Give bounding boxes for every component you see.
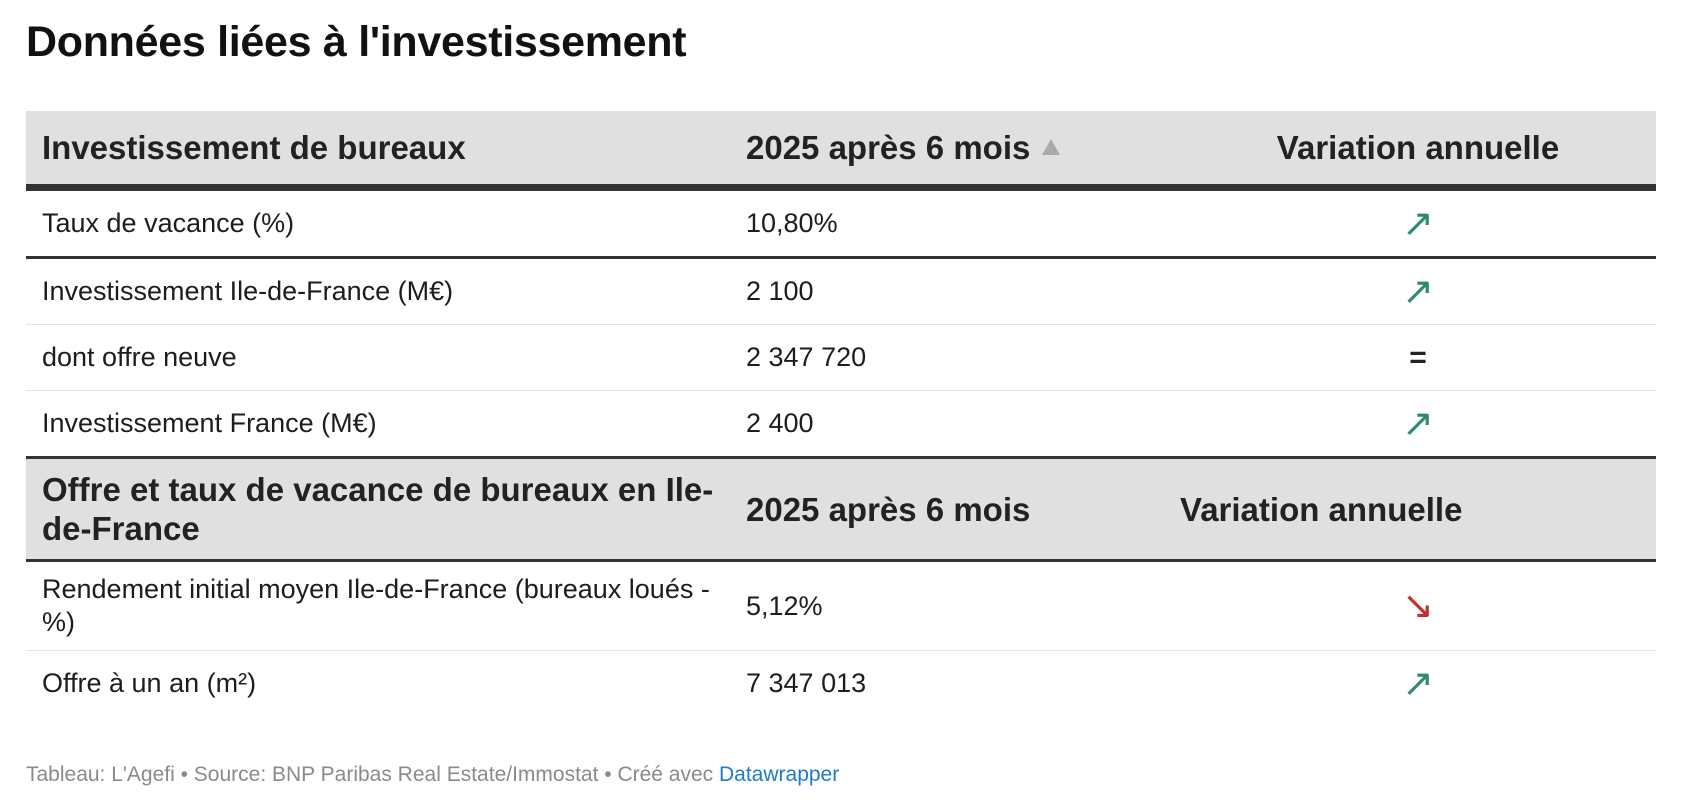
- trend-cell: ↗: [1180, 187, 1656, 259]
- source-footer: Tableau: L'Agefi • Source: BNP Paribas R…: [26, 763, 839, 787]
- trend-cell: =: [1180, 324, 1656, 391]
- row-label: Taux de vacance (%): [26, 187, 730, 259]
- trend-cell: ↗: [1180, 651, 1656, 717]
- table-row: dont offre neuve 2 347 720 =: [26, 324, 1656, 391]
- row-value: 2 400: [730, 390, 1180, 458]
- trend-up-arrow-icon: ↗: [1402, 202, 1434, 245]
- trend-down-arrow-icon: ↘: [1402, 584, 1434, 627]
- trend-up-arrow-icon: ↗: [1402, 270, 1434, 313]
- table-row: Taux de vacance (%) 10,80% ↗: [26, 187, 1656, 259]
- trend-stable-equals-icon: =: [1409, 340, 1427, 374]
- column-header-label[interactable]: Investissement de bureaux: [26, 111, 730, 191]
- footer-attribution: Tableau: L'Agefi • Source: BNP Paribas R…: [26, 763, 719, 786]
- row-label: dont offre neuve: [26, 324, 730, 391]
- table-row: Investissement France (M€) 2 400 ↗: [26, 390, 1656, 458]
- section-header-label: Offre et taux de vacance de bureaux en I…: [26, 456, 730, 562]
- section-header-variation: Variation annuelle: [1180, 456, 1656, 562]
- row-label: Offre à un an (m²): [42, 668, 257, 698]
- table-header-row: Investissement de bureaux 2025 après 6 m…: [26, 111, 1656, 191]
- data-table: Investissement de bureaux 2025 après 6 m…: [26, 111, 1656, 716]
- column-header-period[interactable]: 2025 après 6 mois: [730, 111, 1180, 191]
- table-row: Investissement Ile-de-France (M€) 2 100 …: [26, 257, 1656, 325]
- column-header-variation[interactable]: Variation annuelle: [1180, 111, 1656, 191]
- trend-up-arrow-icon: ↗: [1402, 402, 1434, 445]
- row-value: 7 347 013: [746, 668, 867, 698]
- page-title: Données liées à l'investissement: [26, 18, 687, 66]
- trend-cell: ↘: [1180, 560, 1656, 651]
- row-value: 10,80%: [730, 187, 1180, 259]
- row-value: 5,12%: [730, 560, 1180, 651]
- datawrapper-link[interactable]: Datawrapper: [719, 763, 840, 786]
- section-header-period: 2025 après 6 mois: [730, 456, 1180, 562]
- trend-up-arrow-icon: ↗: [1402, 662, 1434, 705]
- table-row: Rendement initial moyen Ile-de-France (b…: [26, 560, 1656, 651]
- row-label: Investissement Ile-de-France (M€): [26, 257, 730, 325]
- table-row: Offre à un an (m²) 7 347 013 ↗: [26, 651, 1656, 717]
- trend-cell: ↗: [1180, 390, 1656, 458]
- row-value: 2 347 720: [730, 324, 1180, 391]
- row-value: 2 100: [730, 257, 1180, 325]
- section-header-row: Offre et taux de vacance de bureaux en I…: [26, 456, 1656, 562]
- row-label: Rendement initial moyen Ile-de-France (b…: [26, 560, 730, 651]
- row-label: Investissement France (M€): [26, 390, 730, 458]
- trend-cell: ↗: [1180, 257, 1656, 325]
- sort-ascending-icon[interactable]: [1042, 138, 1061, 155]
- column-header-period-label: 2025 après 6 mois: [746, 128, 1031, 166]
